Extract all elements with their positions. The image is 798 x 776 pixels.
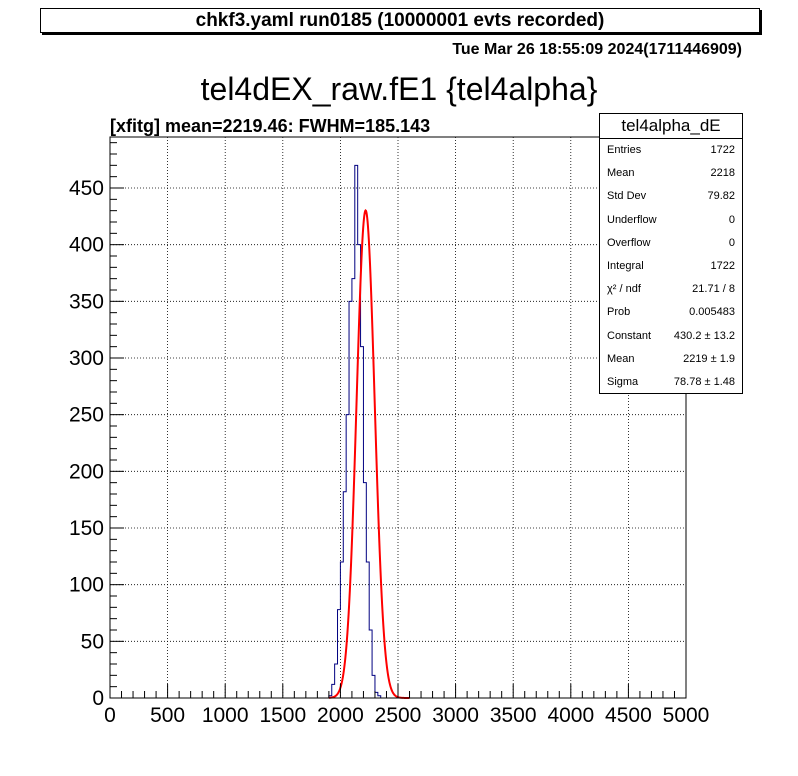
x-tick-label: 2000 — [317, 704, 364, 727]
y-tick-labels: 0 50 100 150 200 250 300 350 400 450 — [69, 177, 104, 710]
x-tick-label: 5000 — [663, 704, 710, 727]
x-tick-label: 4500 — [605, 704, 652, 727]
y-tick-label: 100 — [69, 574, 104, 597]
y-tick-label: 50 — [81, 630, 104, 653]
stats-label: Entries — [607, 144, 642, 156]
x-tick-label: 500 — [150, 704, 185, 727]
stats-value: 21.71 / 8 — [692, 283, 735, 296]
histogram-bins — [328, 164, 382, 698]
stats-title: tel4alpha_dE — [600, 114, 742, 139]
stats-row: χ² / ndf 21.71 / 8 — [600, 278, 742, 301]
stats-row: Overflow 0 — [600, 232, 742, 255]
stats-label: Underflow — [607, 213, 657, 226]
stats-value: 79.82 — [707, 190, 735, 203]
stats-row: Entries 1722 — [600, 139, 742, 162]
x-tick-label: 1500 — [259, 704, 306, 727]
stats-value: 430.2 ± 13.2 — [673, 329, 735, 342]
stats-box: tel4alpha_dE Entries 1722 Mean 2218 Std Dev 7… — [599, 113, 743, 394]
stats-row: Integral 1722 — [600, 255, 742, 278]
fit-summary: [xfitg] mean=2219.46: FWHM=185.143 — [110, 116, 431, 136]
fit-curve — [328, 208, 410, 699]
stats-value: 0.005483 — [689, 306, 735, 319]
y-tick-label: 150 — [69, 517, 104, 540]
plot-title: tel4dEX_raw.fE1 {tel4alpha} — [200, 71, 598, 107]
stats-value: 0 — [728, 213, 735, 226]
x-tick-label: 3500 — [490, 704, 537, 727]
y-tick-label: 400 — [69, 234, 104, 257]
gaussian-fit — [328, 208, 410, 699]
timestamp: Tue Mar 26 18:55:09 2024(1711446909) — [452, 41, 742, 58]
x-tick-label: 1000 — [202, 704, 249, 727]
stats-row: Std Dev 79.82 — [600, 185, 742, 208]
stats-value: 1722 — [710, 144, 735, 156]
y-tick-label: 250 — [69, 404, 104, 427]
stats-value: 0 — [728, 236, 735, 249]
stats-row: Mean 2218 — [600, 162, 742, 185]
run-title-box: chkf3.yaml run0185 (10000001 evts record… — [40, 8, 760, 33]
x-tick-label: 2500 — [375, 704, 422, 727]
stats-value: 2218 — [710, 167, 735, 180]
stats-value: 2219 ± 1.9 — [683, 352, 735, 365]
y-tick-label: 200 — [69, 460, 104, 483]
stats-label: Overflow — [607, 236, 651, 249]
stats-row: Prob 0.005483 — [600, 301, 742, 324]
run-title: chkf3.yaml run0185 (10000001 evts record… — [195, 10, 605, 31]
y-tick-label: 300 — [69, 347, 104, 370]
stats-value: 78.78 ± 1.48 — [673, 375, 735, 388]
y-tick-label: 450 — [69, 177, 104, 200]
stats-label: Constant — [607, 329, 652, 342]
stats-row: Constant 430.2 ± 13.2 — [600, 325, 742, 348]
x-tick-labels: 0 500 1000 1500 2000 2500 3000 3500 4000 4500 5000 — [104, 704, 709, 727]
axes — [109, 136, 687, 699]
grid-lines — [110, 137, 686, 698]
stats-value: 1722 — [710, 259, 735, 272]
stats-row: Underflow 0 — [600, 209, 742, 232]
x-tick-label: 0 — [104, 704, 116, 727]
stats-label: Sigma — [607, 375, 639, 388]
stats-label: Prob — [607, 306, 631, 319]
y-tick-label: 350 — [69, 290, 104, 313]
y-tick-label: 0 — [92, 687, 104, 710]
stats-row: Mean 2219 ± 1.9 — [600, 348, 742, 371]
x-tick-label: 3000 — [432, 704, 479, 727]
stats-label: Mean — [607, 352, 635, 365]
stats-row: Sigma 78.78 ± 1.48 — [600, 371, 742, 394]
stats-label: Mean — [607, 167, 635, 180]
stats-label: Std Dev — [607, 190, 647, 203]
histogram — [328, 164, 382, 698]
x-tick-label: 4000 — [547, 704, 594, 727]
stats-label: Integral — [607, 259, 644, 272]
stats-label: χ² / ndf — [607, 283, 641, 296]
